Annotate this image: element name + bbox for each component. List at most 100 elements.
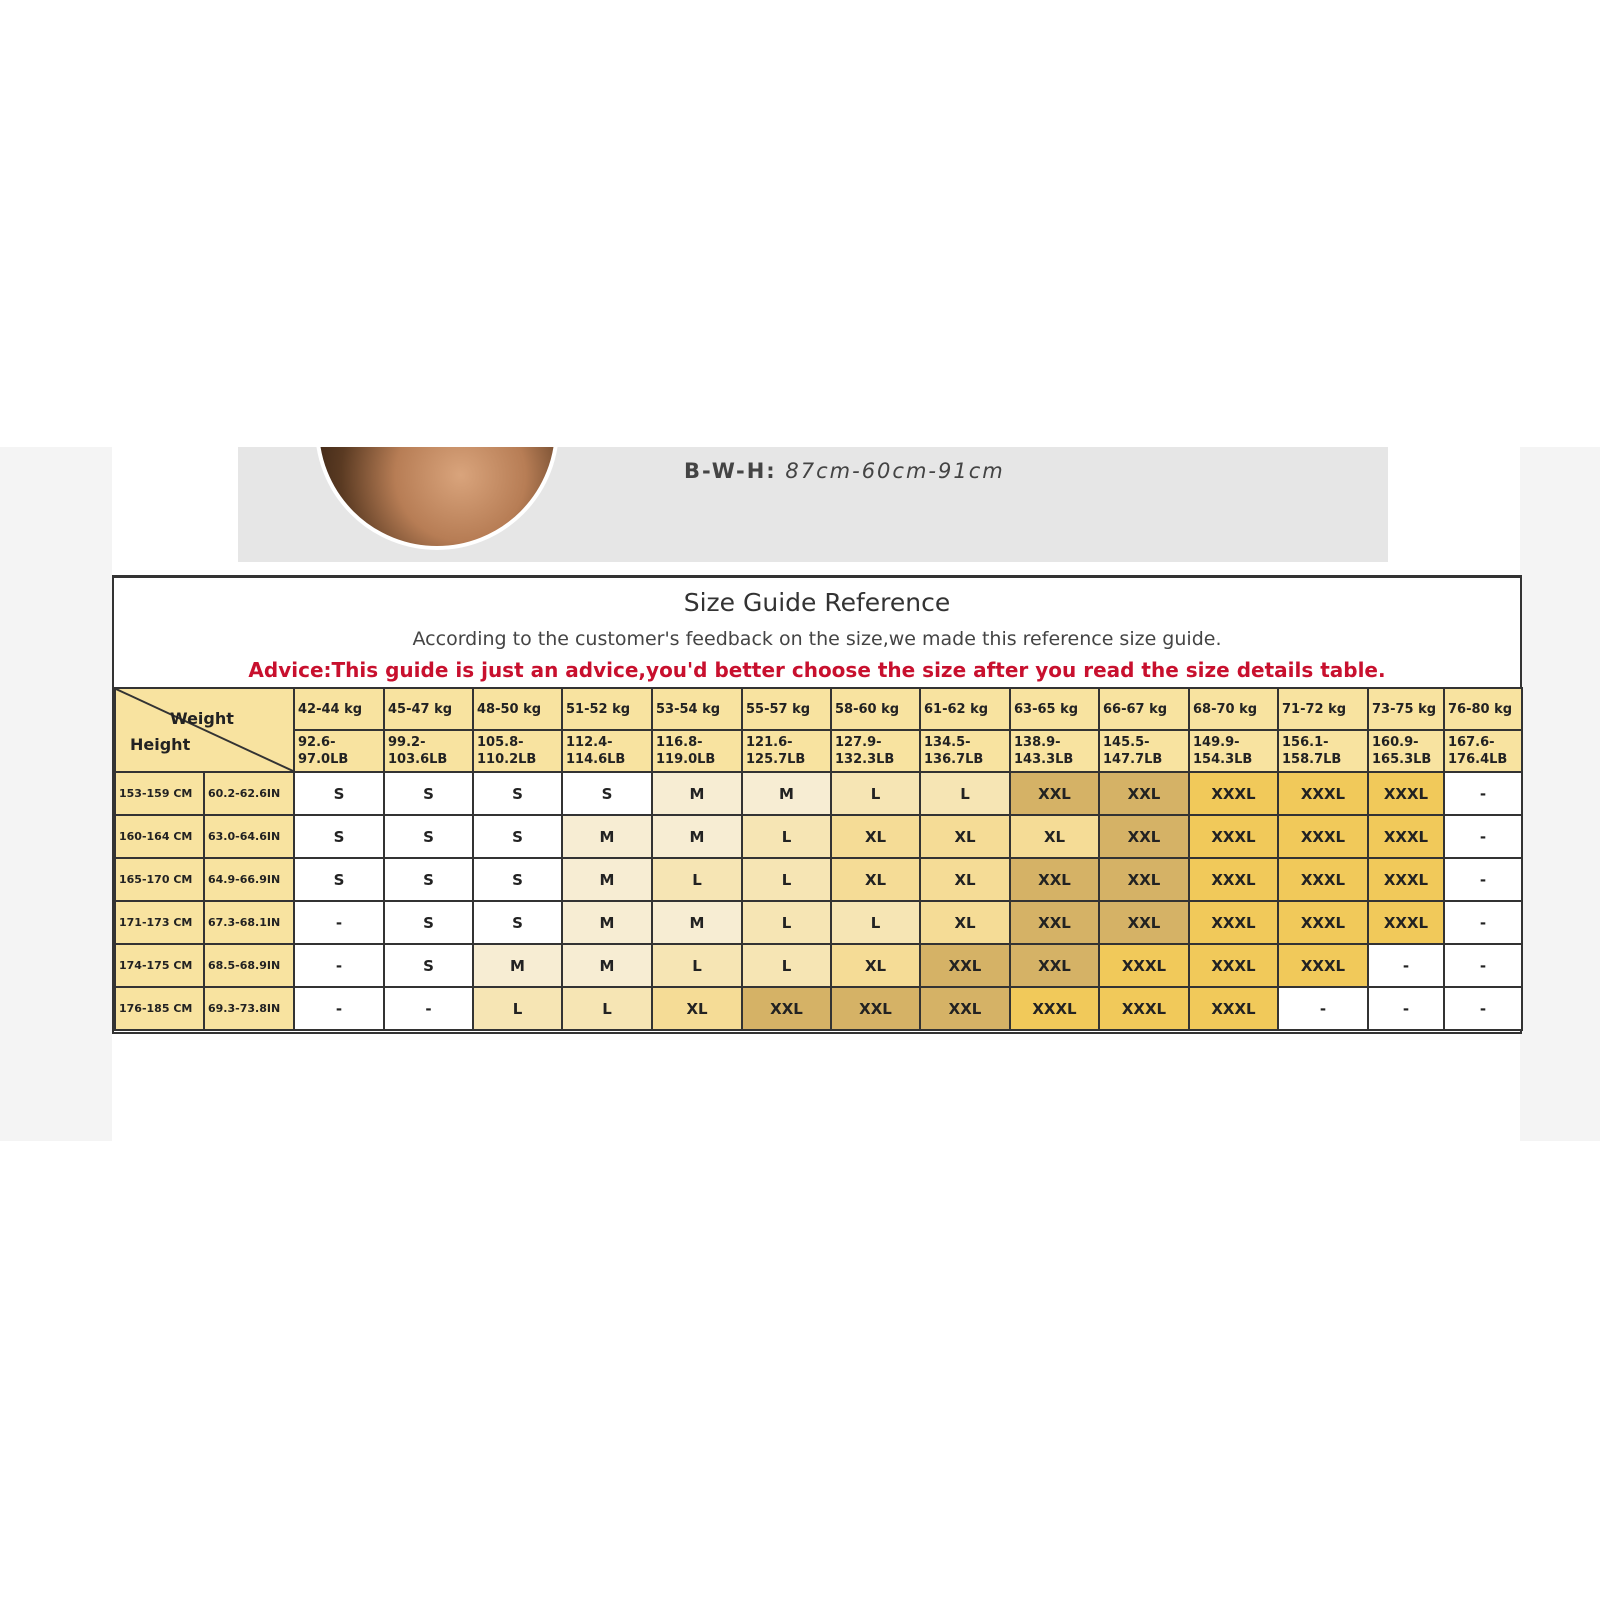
weight-lb-min: 138.9- — [1014, 735, 1061, 750]
model-measurements: B-W-H: 87cm-60cm-91cm — [684, 459, 1005, 483]
size-cell: - — [1367, 986, 1445, 1031]
size-cell: L — [741, 943, 832, 988]
weight-lb-header: 138.9- 143.3LB — [1009, 729, 1100, 773]
weight-lb-header: 134.5- 136.7LB — [919, 729, 1011, 773]
size-cell: XXXL — [1367, 857, 1445, 902]
weight-lb-max: 158.7LB — [1282, 752, 1342, 767]
height-cm: 153-159 CM — [114, 771, 205, 816]
weight-lb-header: 92.6- 97.0LB — [293, 729, 385, 773]
weight-lb-min: 99.2- — [388, 735, 426, 750]
weight-lb-min: 134.5- — [924, 735, 971, 750]
model-photo — [315, 447, 559, 550]
size-cell: XL — [830, 943, 921, 988]
size-cell: M — [472, 943, 563, 988]
size-cell: XXXL — [1188, 986, 1279, 1031]
size-cell: - — [1443, 771, 1523, 816]
size-cell: S — [472, 814, 563, 859]
weight-lb-max: 132.3LB — [835, 752, 895, 767]
size-cell: L — [830, 900, 921, 945]
weight-kg-header: 42-44 kg — [293, 687, 385, 731]
size-cell: S — [561, 771, 653, 816]
weight-lb-header: 112.4- 114.6LB — [561, 729, 653, 773]
size-cell: M — [651, 814, 743, 859]
weight-lb-max: 103.6LB — [388, 752, 448, 767]
size-cell: XL — [1009, 814, 1100, 859]
table-row: 160-164 CM 63.0-64.6IN S S S M M L XL XL XL XXL XXXL… — [114, 814, 1523, 859]
size-cell: XXXL — [1188, 900, 1279, 945]
size-guide-subtitle: According to the customer's feedback on … — [412, 628, 1222, 650]
weight-label: Weight — [170, 709, 234, 728]
size-cell: XXL — [1009, 900, 1100, 945]
weight-lb-header: 145.5- 147.7LB — [1098, 729, 1190, 773]
weight-lb-max: 97.0LB — [298, 752, 349, 767]
weight-kg-header: 63-65 kg — [1009, 687, 1100, 731]
weight-lb-min: 127.9- — [835, 735, 882, 750]
size-cell: XXXL — [1188, 943, 1279, 988]
table-row: 165-170 CM 64.9-66.9IN S S S M L L XL XL XXL XXL XXX… — [114, 857, 1523, 902]
height-in: 69.3-73.8IN — [203, 986, 295, 1031]
size-cell: L — [472, 986, 563, 1031]
size-cell: - — [293, 986, 385, 1031]
size-cell: M — [651, 900, 743, 945]
weight-lb-min: 92.6- — [298, 735, 336, 750]
size-cell: S — [383, 900, 474, 945]
size-cell: - — [1443, 857, 1523, 902]
weight-lb-max: 136.7LB — [924, 752, 984, 767]
weight-lb-min: 167.6- — [1448, 735, 1495, 750]
measurements-value: 87cm-60cm-91cm — [785, 459, 1005, 483]
weight-lb-min: 156.1- — [1282, 735, 1329, 750]
weight-kg-header: 53-54 kg — [651, 687, 743, 731]
weight-lb-header: 121.6- 125.7LB — [741, 729, 832, 773]
size-cell: - — [1443, 814, 1523, 859]
weight-lb-max: 154.3LB — [1193, 752, 1253, 767]
diagonal-divider — [116, 689, 293, 771]
size-cell: XXL — [1009, 857, 1100, 902]
size-cell: XXL — [919, 986, 1011, 1031]
table-row: 174-175 CM 68.5-68.9IN - S M M L L XL XXL XXL XXXL X… — [114, 943, 1523, 988]
height-in: 60.2-62.6IN — [203, 771, 295, 816]
weight-lb-row: 92.6- 97.0LB 99.2- 103.6LB 105.8- 110.2LB 112.… — [115, 729, 1523, 773]
weight-lb-min: 121.6- — [746, 735, 793, 750]
size-cell: XXL — [1098, 900, 1190, 945]
weight-lb-min: 145.5- — [1103, 735, 1150, 750]
size-cell: L — [741, 857, 832, 902]
size-cell: - — [1443, 900, 1523, 945]
measurements-label: B-W-H: — [684, 459, 777, 483]
height-cm: 165-170 CM — [114, 857, 205, 902]
size-cell: XL — [830, 814, 921, 859]
weight-kg-row: Weight Height 42-44 kg 45-47 kg 48-50 kg 51-5… — [114, 687, 1523, 773]
size-cell: XXXL — [1367, 900, 1445, 945]
weight-kg-header: 73-75 kg — [1367, 687, 1445, 731]
size-cell: L — [741, 814, 832, 859]
weight-lb-min: 112.4- — [566, 735, 613, 750]
weight-lb-max: 119.0LB — [656, 752, 716, 767]
size-cell: M — [561, 857, 653, 902]
size-cell: M — [561, 900, 653, 945]
size-cell: S — [472, 771, 563, 816]
size-cell: XXXL — [1277, 943, 1369, 988]
size-cell: XL — [919, 814, 1011, 859]
size-cell: XXXL — [1188, 857, 1279, 902]
table-row: 176-185 CM 69.3-73.8IN - - L L XL XXL XXL XXL XXXL… — [114, 986, 1523, 1031]
size-cell: XXXL — [1188, 771, 1279, 816]
weight-lb-header: 156.1- 158.7LB — [1277, 729, 1369, 773]
size-guide-title: Size Guide Reference — [683, 588, 951, 617]
weight-kg-header: 76-80 kg — [1443, 687, 1523, 731]
size-cell: - — [1277, 986, 1369, 1031]
size-cell: S — [383, 857, 474, 902]
weight-lb-min: 105.8- — [477, 735, 524, 750]
size-table: Weight Height 42-44 kg 45-47 kg 48-50 kg 51-5… — [114, 687, 1523, 1031]
size-cell: XXXL — [1277, 814, 1369, 859]
weight-kg-header: 45-47 kg — [383, 687, 474, 731]
right-gutter — [1520, 447, 1600, 1141]
height-cm: 174-175 CM — [114, 943, 205, 988]
weight-lb-header: 116.8- 119.0LB — [651, 729, 743, 773]
weight-kg-header: 71-72 kg — [1277, 687, 1369, 731]
size-cell: - — [383, 986, 474, 1031]
size-guide: Size Guide Reference According to the cu… — [112, 575, 1523, 1034]
height-in: 68.5-68.9IN — [203, 943, 295, 988]
weight-lb-max: 110.2LB — [477, 752, 537, 767]
height-in: 67.3-68.1IN — [203, 900, 295, 945]
size-cell: L — [741, 900, 832, 945]
size-cell: L — [651, 943, 743, 988]
